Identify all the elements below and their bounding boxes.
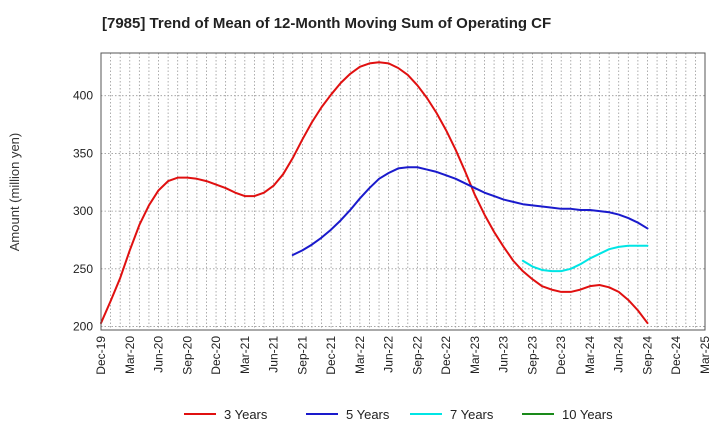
y-tick-label: 350 [73,146,93,160]
legend: 3 Years 5 Years 7 Years 10 Years [184,407,613,422]
x-tick-label: Jun-21 [267,336,281,373]
x-tick-label: Mar-20 [123,336,137,374]
legend-label: 3 Years [224,407,268,422]
y-ticks: 200 250 300 350 400 [73,89,93,334]
x-tick-label: Sep-22 [410,336,424,375]
x-tick-label: Jun-20 [152,336,166,373]
x-tick-label: Sep-21 [295,336,309,375]
y-tick-label: 300 [73,204,93,218]
x-tick-label: Sep-23 [525,336,539,375]
x-tick-label: Mar-24 [583,336,597,374]
series-line-3-years [100,61,649,325]
series-line-7-years [521,244,649,273]
series-line-5-years [291,166,649,256]
x-tick-label: Dec-19 [94,336,108,375]
y-tick-label: 250 [73,262,93,276]
x-tick-label: Dec-20 [209,336,223,375]
y-tick-label: 200 [73,320,93,334]
plot-frame [100,52,706,331]
x-ticks: Dec-19 Mar-20 Jun-20 Sep-20 Dec-20 Mar-21 Jun-… [94,336,712,375]
x-tick-label: Dec-24 [669,336,683,375]
x-tick-label: Jun-22 [382,336,396,373]
x-tick-label: Sep-24 [640,336,654,375]
x-tick-label: Dec-22 [439,336,453,375]
x-tick-label: Mar-23 [468,336,482,374]
y-axis-label: Amount (million yen) [7,133,22,252]
x-tick-label: Jun-24 [612,336,626,373]
x-tick-label: Jun-23 [497,336,511,373]
x-tick-label: Mar-22 [353,336,367,374]
legend-label: 5 Years [346,407,390,422]
x-tick-label: Sep-20 [180,336,194,375]
x-tick-label: Mar-25 [698,336,712,374]
x-tick-label: Mar-21 [238,336,252,374]
chart-title: [7985] Trend of Mean of 12-Month Moving … [102,15,551,32]
x-tick-label: Dec-21 [324,336,338,375]
x-tick-label: Dec-23 [554,336,568,375]
legend-label: 10 Years [562,407,613,422]
plot-area [101,53,705,330]
y-tick-label: 400 [73,89,93,103]
series-layer [100,61,649,325]
legend-label: 7 Years [450,407,494,422]
